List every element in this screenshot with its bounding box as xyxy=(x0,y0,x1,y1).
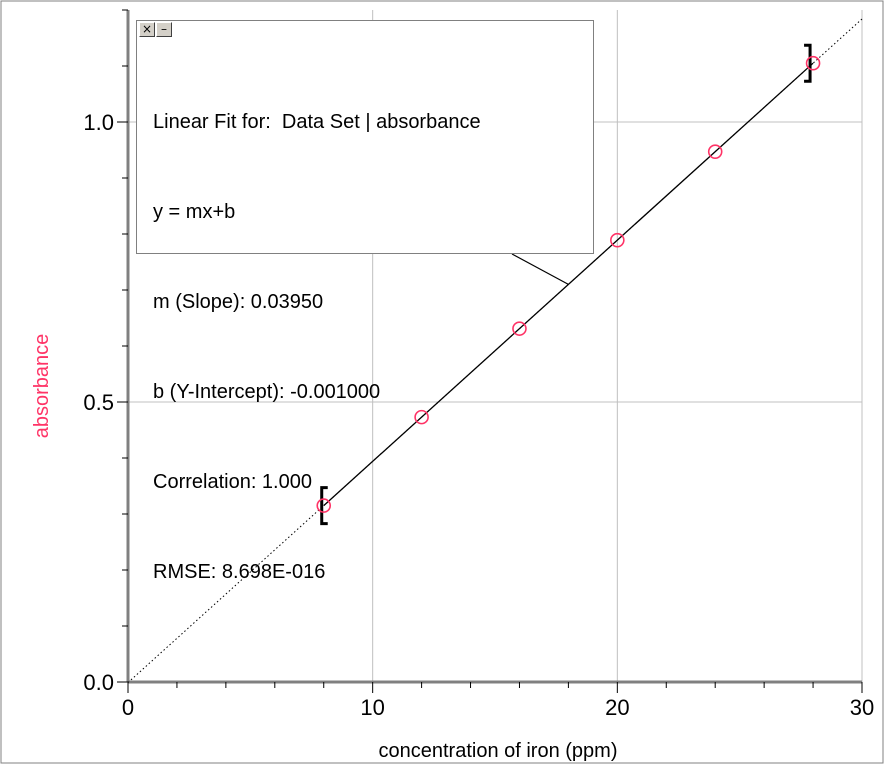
x-axis-title: concentration of iron (ppm) xyxy=(378,740,617,762)
axes xyxy=(117,9,863,693)
data-point xyxy=(316,498,332,513)
fit-panel-controls: × – xyxy=(139,22,172,37)
data-points xyxy=(316,55,821,513)
data-point xyxy=(805,55,821,71)
fit-panel-leader xyxy=(511,253,569,285)
fit-layer xyxy=(127,18,863,683)
minimize-icon[interactable]: – xyxy=(156,22,172,37)
y-tick-label: 0.5 xyxy=(83,390,114,415)
y-tick-label: 0.0 xyxy=(83,670,114,695)
fit-slope: m (Slope): 0.03950 xyxy=(153,291,324,313)
data-point xyxy=(707,144,723,159)
x-tick-label: 10 xyxy=(360,695,384,720)
x-tick-label: 20 xyxy=(605,695,629,720)
y-axis-title: absorbance xyxy=(31,334,53,439)
close-icon[interactable]: × xyxy=(139,22,155,37)
data-point xyxy=(610,232,625,248)
x-tick-label: 0 xyxy=(122,695,134,720)
linear-fit-panel[interactable]: Linear Fit for: Data Set | absorbance y … xyxy=(136,20,594,583)
x-tick-label: 30 xyxy=(850,695,874,720)
range-end-bracket xyxy=(804,43,812,83)
fit-correlation: Correlation: 1.000 xyxy=(153,471,312,493)
tick-labels: 0 10 20 30 0.0 0.5 1.0 xyxy=(83,110,874,720)
range-start-bracket xyxy=(320,486,328,526)
data-point xyxy=(414,409,429,425)
data-point xyxy=(512,321,527,336)
fit-intercept: b (Y-Intercept): -0.001000 xyxy=(153,381,381,403)
fit-equation: y = mx+b xyxy=(153,201,236,223)
fit-title: Linear Fit for: Data Set | absorbance xyxy=(153,111,481,133)
fit-rmse: RMSE: 8.698E-016 xyxy=(153,561,326,583)
fit-text: Linear Fit for: Data Set | absorbance y … xyxy=(153,47,481,647)
y-tick-label: 1.0 xyxy=(83,110,114,135)
